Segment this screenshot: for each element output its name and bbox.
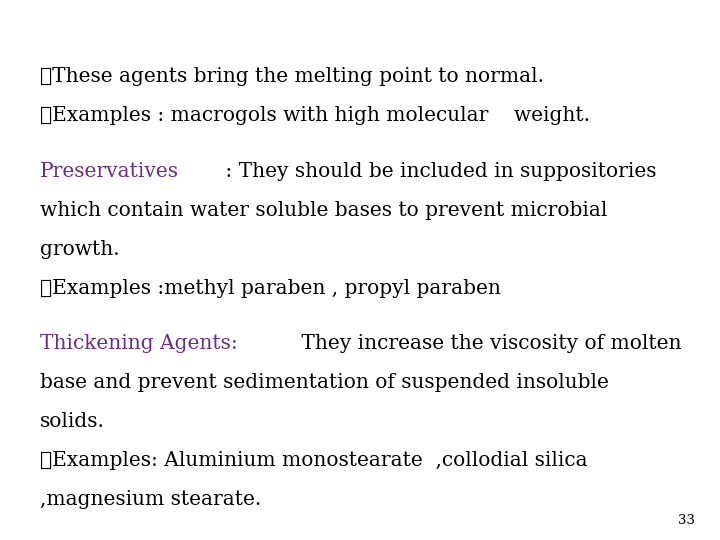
Text: ➢Examples: Aluminium monostearate  ,collodial silica: ➢Examples: Aluminium monostearate ,collo…: [40, 451, 588, 470]
Text: ➢Examples :methyl paraben , propyl paraben: ➢Examples :methyl paraben , propyl parab…: [40, 279, 500, 298]
Text: growth.: growth.: [40, 240, 120, 259]
Text: 33: 33: [678, 514, 695, 526]
Text: ,magnesium stearate.: ,magnesium stearate.: [40, 490, 261, 509]
Text: : They should be included in suppositories: : They should be included in suppositori…: [219, 162, 657, 181]
Text: ➢These agents bring the melting point to normal.: ➢These agents bring the melting point to…: [40, 68, 544, 86]
Text: which contain water soluble bases to prevent microbial: which contain water soluble bases to pre…: [40, 201, 607, 220]
Text: Thickening Agents:: Thickening Agents:: [40, 334, 238, 353]
Text: Preservatives: Preservatives: [40, 162, 179, 181]
Text: base and prevent sedimentation of suspended insoluble: base and prevent sedimentation of suspen…: [40, 373, 608, 392]
Text: They increase the viscosity of molten: They increase the viscosity of molten: [294, 334, 681, 353]
Text: solids.: solids.: [40, 412, 104, 431]
Text: ➢Examples : macrogols with high molecular    weight.: ➢Examples : macrogols with high molecula…: [40, 106, 590, 125]
